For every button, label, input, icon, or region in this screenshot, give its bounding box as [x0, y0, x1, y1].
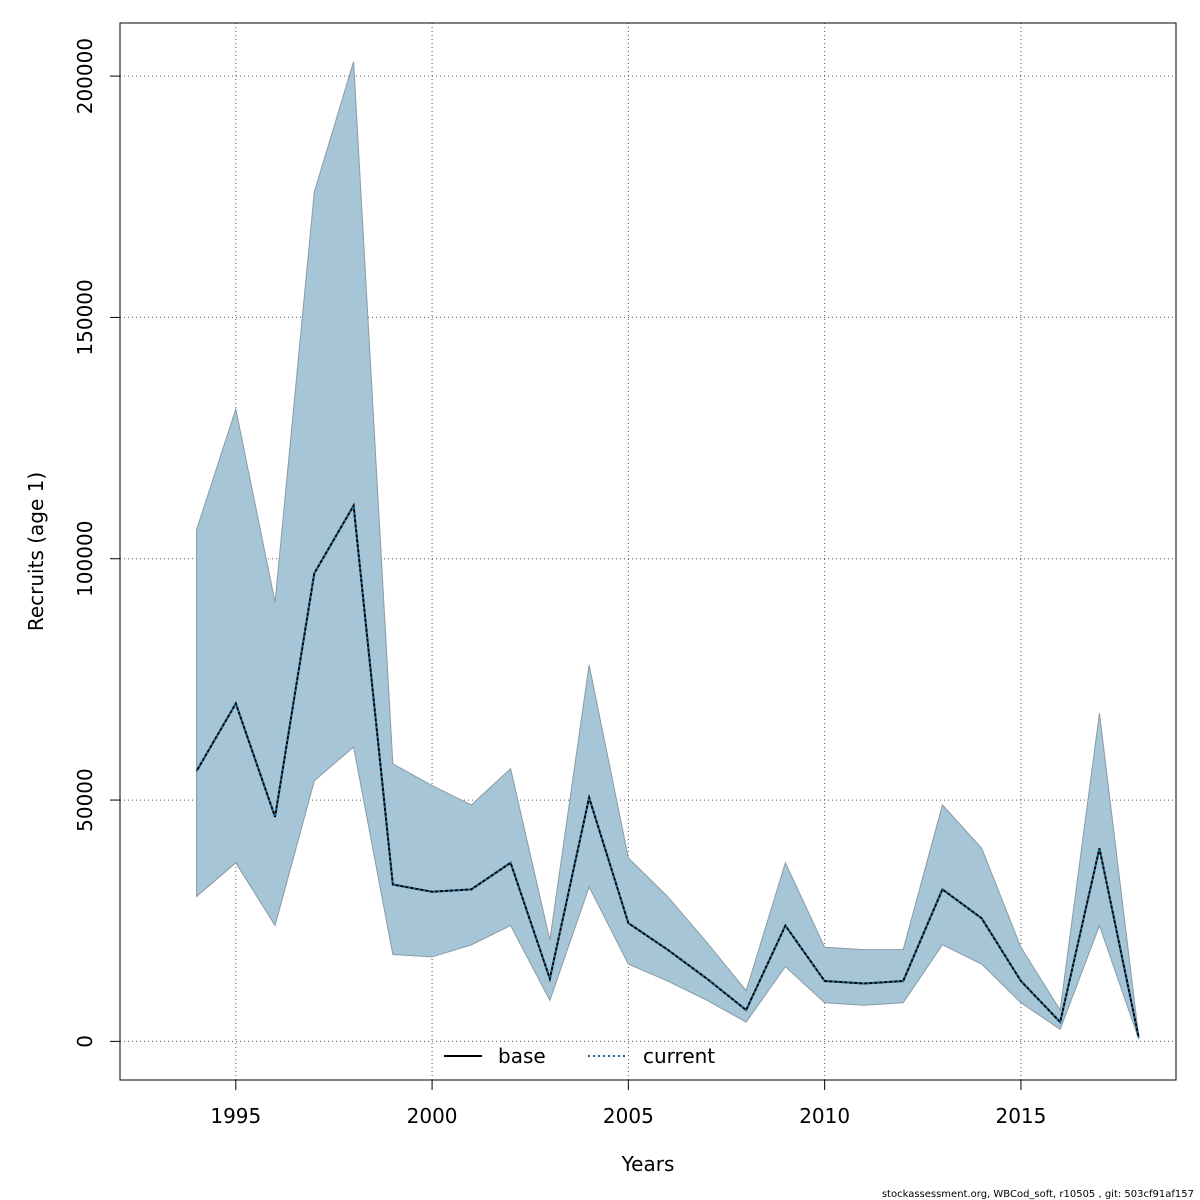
legend-label-base: base: [498, 1044, 546, 1068]
x-tick-label-1995: 1995: [210, 1104, 261, 1128]
x-tick-label-2005: 2005: [603, 1104, 654, 1128]
series-layer: [195, 502, 1140, 1038]
x-axis-title: Years: [621, 1152, 675, 1176]
x-tick-label-2000: 2000: [407, 1104, 458, 1128]
y-tick-label-150000: 150000: [73, 279, 97, 355]
confidence-band: [196, 61, 1140, 1040]
confidence-band-layer: [196, 61, 1140, 1040]
y-tick-label-50000: 50000: [73, 768, 97, 832]
y-axis: 0 50000 100000 150000 200000: [73, 38, 120, 1048]
x-tick-label-2010: 2010: [799, 1104, 850, 1128]
footer-credit: stockassessment.org, WBCod_soft, r10505 …: [882, 1189, 1194, 1200]
y-tick-label-0: 0: [73, 1035, 97, 1048]
legend: base current: [444, 1044, 715, 1068]
legend-label-current: current: [643, 1044, 715, 1068]
y-tick-label-200000: 200000: [73, 38, 97, 114]
x-tick-label-2015: 2015: [995, 1104, 1046, 1128]
y-axis-title: Recruits (age 1): [24, 472, 48, 631]
x-axis: 1995 2000 2005 2010 2015: [210, 1080, 1046, 1128]
series-line-base: [195, 502, 1140, 1038]
plot-frame: [119, 22, 1177, 1081]
y-tick-label-100000: 100000: [73, 521, 97, 597]
